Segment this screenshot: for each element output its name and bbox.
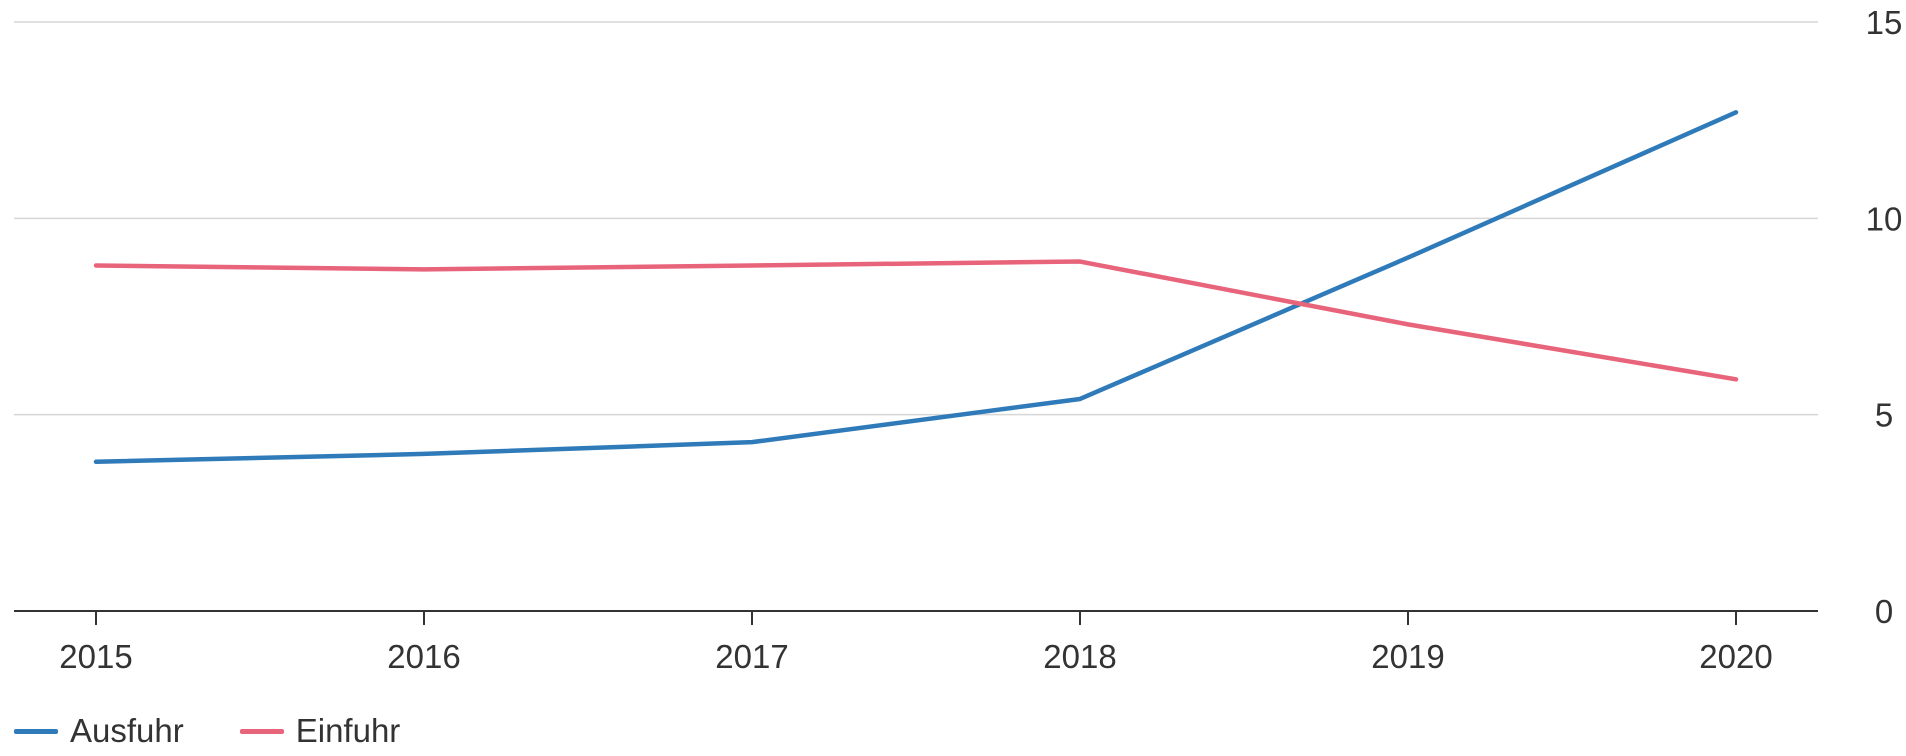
legend-label: Einfuhr bbox=[295, 712, 401, 749]
legend-swatch bbox=[14, 728, 58, 734]
x-tick-label: 2015 bbox=[59, 638, 132, 675]
x-tick-label: 2016 bbox=[387, 638, 460, 675]
y-tick-labels: 0 5 10 15 bbox=[1866, 4, 1903, 630]
legend: Ausfuhr Einfuhr bbox=[14, 712, 456, 750]
series-line-einfuhr bbox=[93, 259, 1739, 382]
series-lines bbox=[93, 110, 1739, 465]
x-tick-labels: 2015 2016 2017 2018 2019 2020 bbox=[59, 638, 1772, 675]
legend-item-einfuhr: Einfuhr bbox=[239, 712, 401, 750]
y-tick-label: 0 bbox=[1875, 593, 1893, 630]
x-tick-label: 2020 bbox=[1699, 638, 1772, 675]
legend-label: Ausfuhr bbox=[70, 712, 184, 749]
x-tick-label: 2017 bbox=[715, 638, 788, 675]
legend-item-ausfuhr: Ausfuhr bbox=[14, 712, 184, 750]
y-tick-label: 10 bbox=[1866, 200, 1903, 237]
x-axis bbox=[14, 610, 1818, 625]
series-line-ausfuhr bbox=[93, 110, 1739, 465]
y-tick-label: 15 bbox=[1866, 4, 1903, 41]
gridlines bbox=[14, 21, 1818, 416]
legend-swatch bbox=[239, 728, 284, 734]
x-tick-label: 2019 bbox=[1371, 638, 1444, 675]
x-tick-label: 2018 bbox=[1043, 638, 1116, 675]
y-tick-label: 5 bbox=[1875, 397, 1893, 434]
